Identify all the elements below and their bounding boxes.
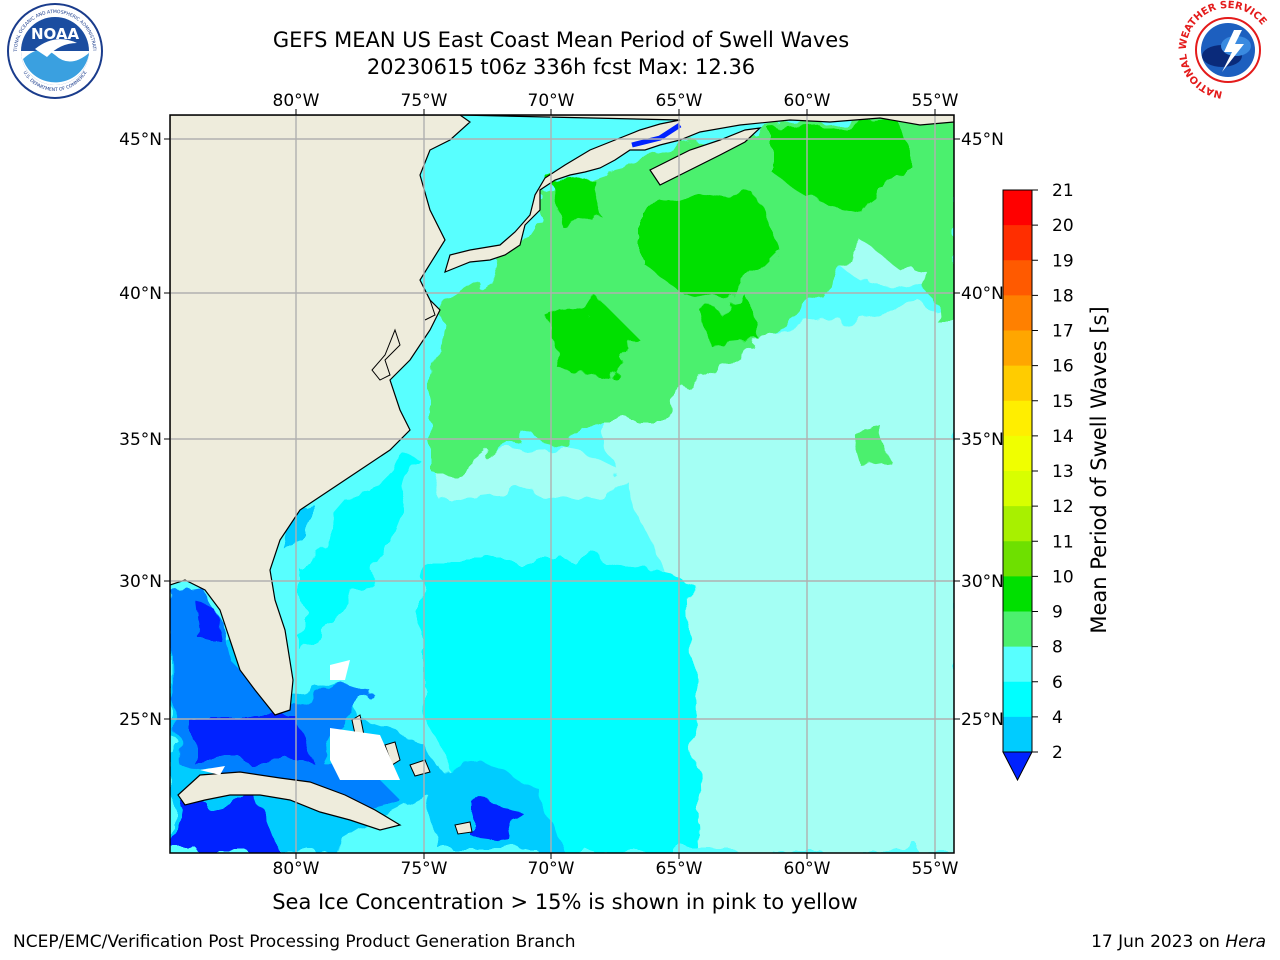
lon-label-bottom: 65°W bbox=[656, 859, 703, 879]
colorbar-tick-label: 12 bbox=[1052, 497, 1074, 517]
colorbar-segment bbox=[1003, 330, 1032, 367]
colorbar-segment bbox=[1003, 716, 1032, 753]
colorbar-tick-label: 14 bbox=[1052, 427, 1074, 447]
cuba-land bbox=[177, 771, 402, 831]
colorbar-segment bbox=[1003, 400, 1032, 437]
lon-label-bottom: 60°W bbox=[784, 859, 831, 879]
colorbar-tick-label: 10 bbox=[1052, 567, 1074, 587]
noaa-logo-text: NOAA bbox=[31, 25, 80, 43]
lon-label-top: 80°W bbox=[273, 91, 320, 111]
lon-label-bottom: 70°W bbox=[528, 859, 575, 879]
colorbar-segment bbox=[1003, 541, 1032, 577]
nova-scotia-land bbox=[649, 127, 762, 186]
lat-label-left: 25°N bbox=[119, 710, 162, 730]
colorbar-segment bbox=[1003, 435, 1032, 472]
colorbar-segment bbox=[1003, 611, 1032, 648]
lon-label-top: 65°W bbox=[656, 91, 703, 111]
colorbar-tick-label: 20 bbox=[1052, 216, 1074, 236]
colorbar-segment bbox=[1003, 506, 1032, 542]
colorbar-under-extension bbox=[1002, 751, 1033, 782]
colorbar-segment bbox=[1003, 260, 1032, 296]
map-frame bbox=[169, 114, 955, 854]
contour-10-11-region bbox=[770, 120, 915, 210]
lon-label-top: 70°W bbox=[528, 91, 575, 111]
chart-title: GEFS MEAN US East Coast Mean Period of S… bbox=[272, 28, 850, 52]
lat-label-right: 30°N bbox=[961, 572, 1004, 592]
colorbar-segment bbox=[1003, 295, 1032, 331]
colorbar-tick-label: 13 bbox=[1052, 462, 1074, 482]
producer-credit: NCEP/EMC/Verification Post Processing Pr… bbox=[13, 932, 576, 952]
lon-label-top: 55°W bbox=[912, 91, 959, 111]
lon-label-top: 60°W bbox=[784, 91, 831, 111]
lat-label-left: 45°N bbox=[119, 130, 162, 150]
noaa-logo-icon: NOAA NATIONAL OCEANIC AND ATMOSPHERIC AD… bbox=[5, 3, 103, 99]
colorbar-segment bbox=[1003, 471, 1032, 507]
lon-label-bottom: 55°W bbox=[912, 859, 959, 879]
colorbar-segment bbox=[1003, 365, 1032, 402]
lat-label-left: 40°N bbox=[119, 284, 162, 304]
generation-date: 17 Jun 2023 on Hera bbox=[1091, 932, 1266, 952]
lon-label-bottom: 80°W bbox=[273, 859, 320, 879]
colorbar-tick-label: 18 bbox=[1052, 286, 1074, 306]
lat-label-right: 25°N bbox=[961, 710, 1004, 730]
lat-label-left: 35°N bbox=[119, 430, 162, 450]
colorbar-tick-label: 2 bbox=[1052, 743, 1063, 763]
colorbar: 21 20 19 18 17 16 15 14 13 12 11 10 9 8 6 4 2 bbox=[1002, 181, 1074, 782]
host-name: Hera bbox=[1225, 932, 1266, 952]
lat-label-right: 40°N bbox=[961, 284, 1004, 304]
us-land bbox=[170, 115, 471, 716]
colorbar-tick-label: 4 bbox=[1052, 708, 1063, 728]
graticule bbox=[170, 115, 954, 853]
lat-label-right: 45°N bbox=[961, 130, 1004, 150]
sea-ice-caption: Sea Ice Concentration > 15% is shown in … bbox=[272, 890, 858, 914]
colorbar-tick-label: 8 bbox=[1052, 638, 1063, 658]
chart-subtitle: 20230615 t06z 336h fcst Max: 12.36 bbox=[366, 55, 756, 79]
colorbar-tick-label: 15 bbox=[1052, 392, 1074, 412]
colorbar-tick-label: 11 bbox=[1052, 532, 1074, 552]
contour-4-6-region bbox=[300, 450, 420, 650]
lat-label-left: 30°N bbox=[119, 572, 162, 592]
nws-logo-icon: NATIONAL WEATHER SERVICE bbox=[1178, 0, 1277, 100]
colorbar-tick-label: 16 bbox=[1052, 357, 1074, 377]
colorbar-segment bbox=[1003, 576, 1032, 612]
colorbar-segment bbox=[1003, 190, 1032, 226]
colorbar-tick-label: 21 bbox=[1052, 181, 1074, 201]
colorbar-segment bbox=[1003, 225, 1032, 261]
colorbar-tick-label: 19 bbox=[1052, 251, 1074, 271]
lon-label-top: 75°W bbox=[401, 91, 448, 111]
colorbar-label: Mean Period of Swell Waves [s] bbox=[1087, 306, 1111, 633]
lon-label-bottom: 75°W bbox=[401, 859, 448, 879]
colorbar-segment bbox=[1003, 681, 1032, 718]
colorbar-tick-label: 17 bbox=[1052, 322, 1074, 342]
colorbar-tick-label: 9 bbox=[1052, 603, 1063, 623]
colorbar-tick-label: 6 bbox=[1052, 673, 1063, 693]
lat-label-right: 35°N bbox=[961, 430, 1004, 450]
colorbar-segment bbox=[1003, 646, 1032, 683]
